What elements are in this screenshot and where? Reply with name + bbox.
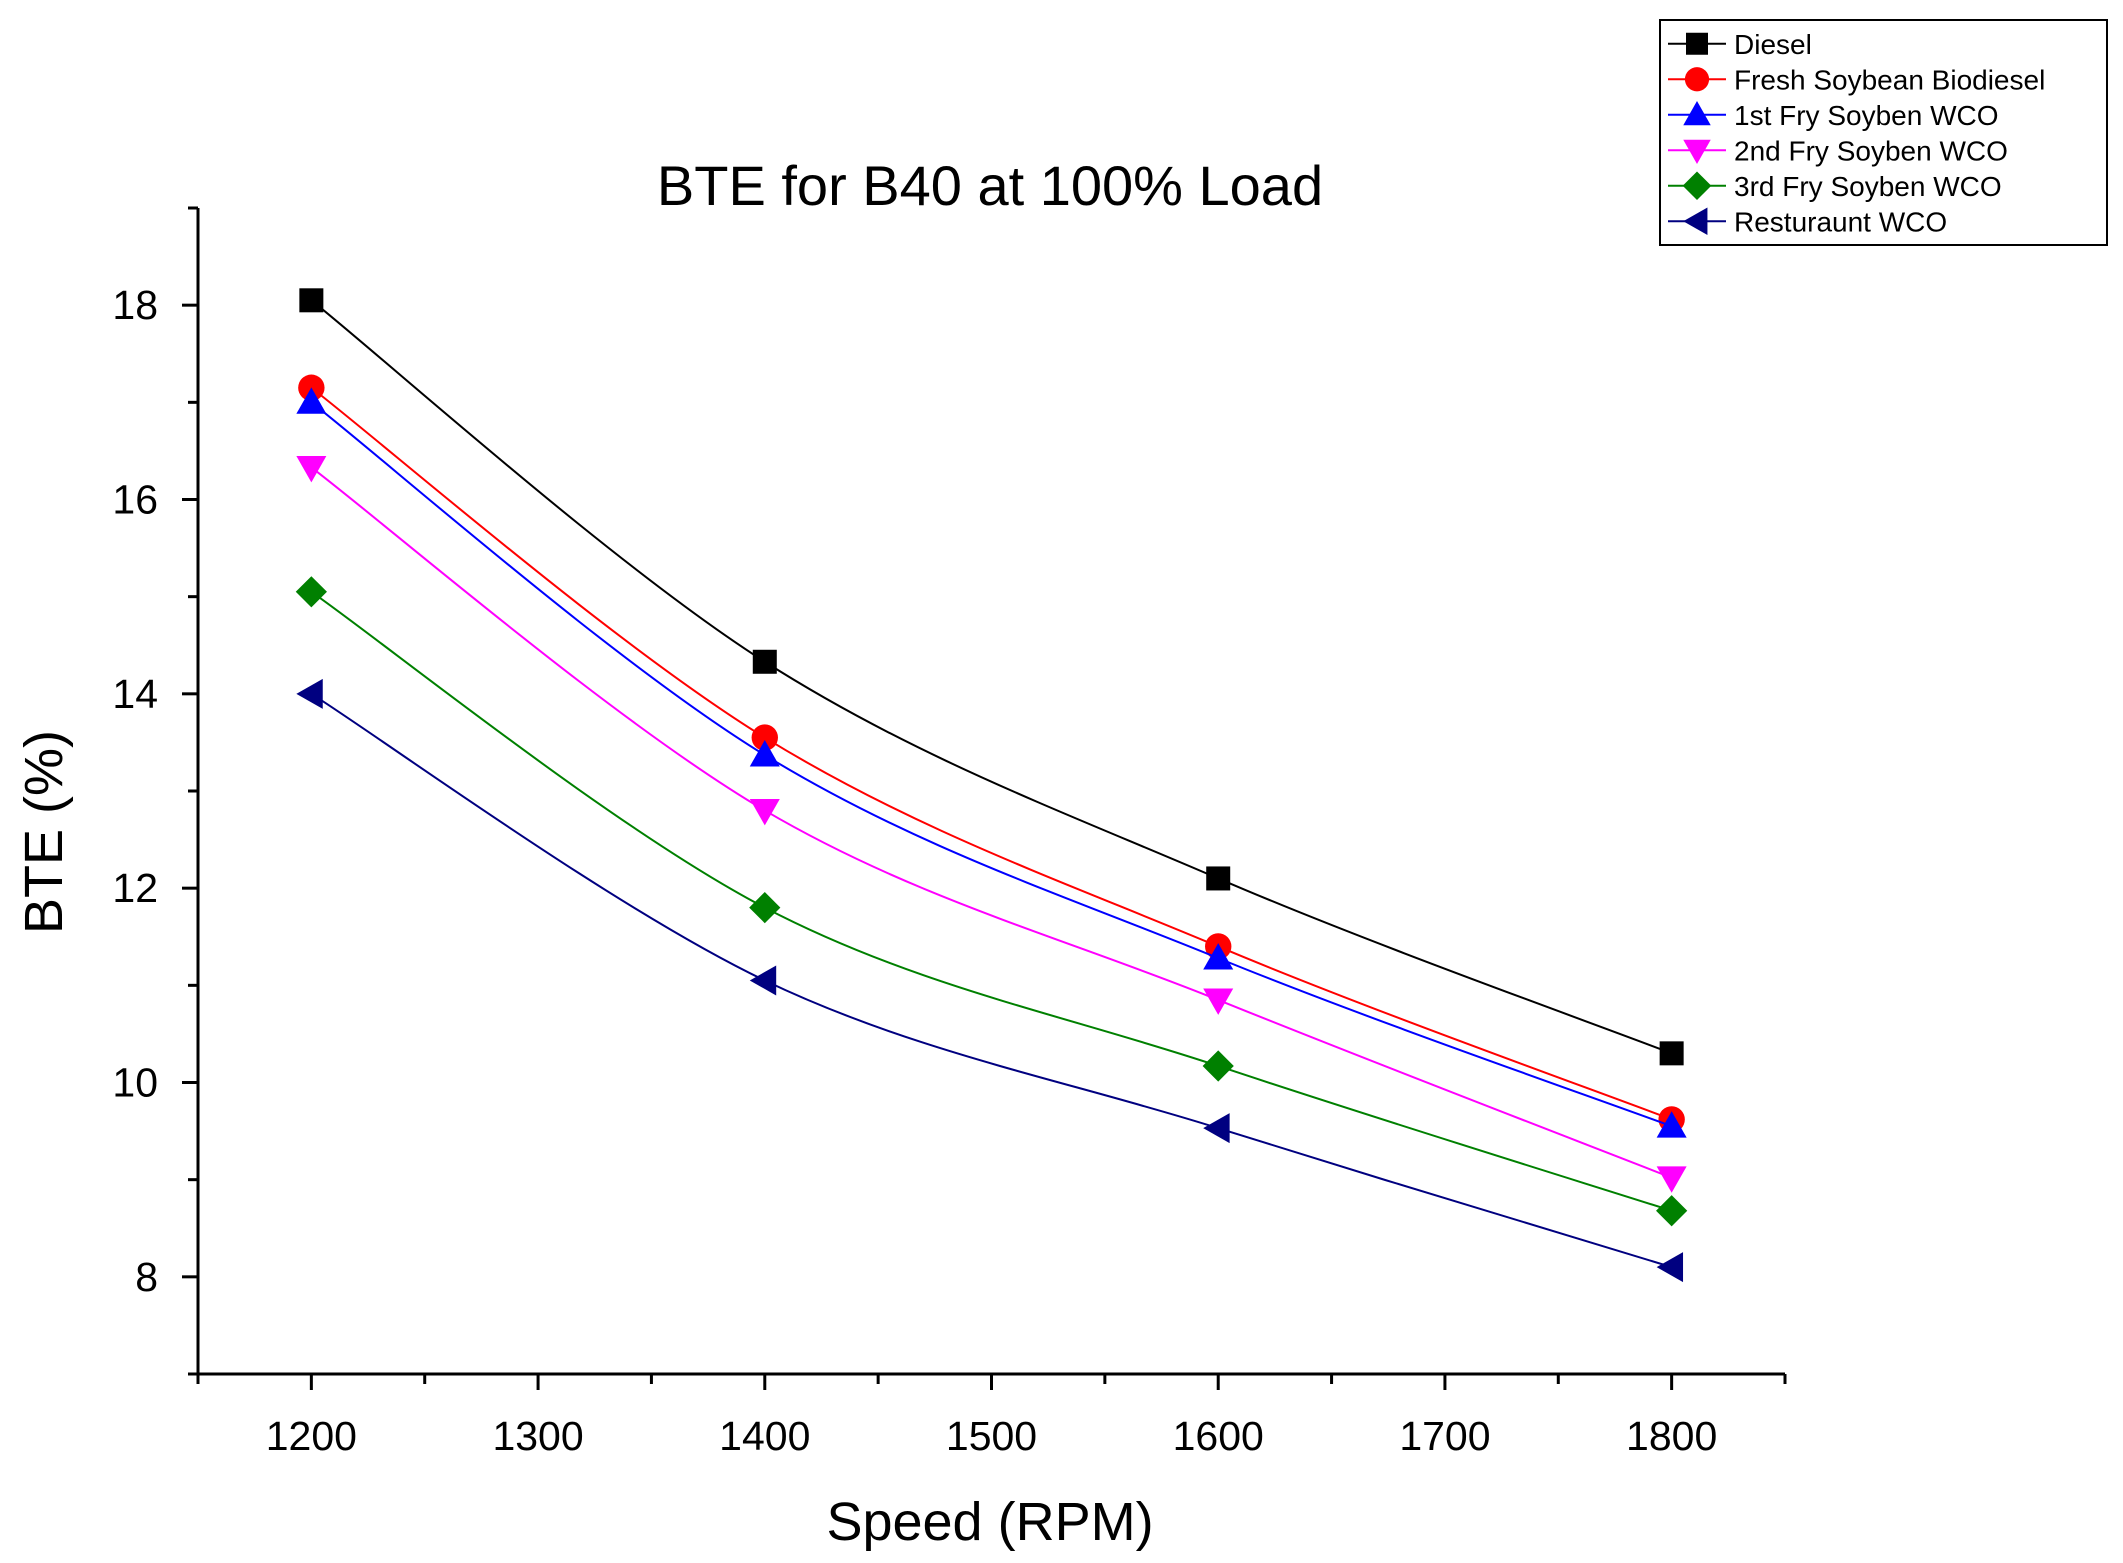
x-tick-label: 1400 <box>719 1413 810 1459</box>
marker-triangle-down <box>1656 1166 1687 1193</box>
legend-entry: Diesel <box>1734 29 1812 60</box>
marker-triangle-down <box>749 799 780 826</box>
series-1 <box>298 374 1685 1133</box>
legend-entry: 3rd Fry Soyben WCO <box>1734 171 2002 202</box>
marker-diamond <box>1656 1195 1688 1227</box>
y-tick-label: 10 <box>112 1060 158 1106</box>
marker-diamond <box>749 892 781 924</box>
y-tick-label: 8 <box>135 1254 158 1300</box>
series-5 <box>296 678 1684 1283</box>
marker-square <box>752 649 777 674</box>
series-line <box>310 401 1672 1128</box>
legend-entry: 1st Fry Soyben WCO <box>1734 100 1999 131</box>
marker-triangle-down <box>1683 139 1711 164</box>
x-tick-label: 1300 <box>492 1413 583 1459</box>
y-axis-label: BTE (%) <box>14 730 74 934</box>
marker-square <box>1659 1041 1684 1066</box>
marker-circle <box>751 724 778 751</box>
marker-triangle-up <box>1656 1111 1687 1138</box>
legend-entry: 2nd Fry Soyben WCO <box>1734 135 2008 166</box>
legend-entry: Fresh Soybean Biodiesel <box>1734 64 2045 95</box>
marker-circle <box>1684 67 1710 92</box>
marker-triangle-up <box>749 740 780 767</box>
marker-square <box>1206 866 1231 891</box>
marker-triangle-up <box>1683 101 1711 126</box>
marker-triangle-down <box>1203 988 1234 1015</box>
legend: Diesel Fresh Soybean Biodiesel 1st Fry Soy… <box>1659 19 2108 246</box>
series-3 <box>296 456 1687 1193</box>
marker-triangle-left <box>1656 1252 1684 1283</box>
series-0 <box>299 288 1684 1066</box>
series-line <box>310 466 1673 1179</box>
axes: 1200 1300 1400 1500 1600 1700 1800 8 10 12 14 16 18 <box>112 206 1787 1459</box>
y-tick-label: 12 <box>112 865 158 911</box>
marker-diamond <box>295 576 327 608</box>
marker-triangle-up <box>1203 943 1234 970</box>
series-line <box>310 386 1672 1121</box>
series-line <box>310 692 1672 1269</box>
y-tick-label: 14 <box>112 671 158 717</box>
marker-triangle-left <box>1683 207 1708 235</box>
legend-entry: Resturaunt WCO <box>1734 206 1947 237</box>
marker-triangle-left <box>749 965 777 996</box>
marker-triangle-up <box>296 387 327 414</box>
marker-diamond <box>1202 1050 1234 1082</box>
y-tick-label: 16 <box>112 477 158 523</box>
x-tick-label: 1500 <box>946 1413 1037 1459</box>
x-tick-label: 1700 <box>1399 1413 1490 1459</box>
marker-triangle-down <box>296 456 327 483</box>
x-tick-label: 1200 <box>266 1413 357 1459</box>
series-4 <box>295 576 1688 1227</box>
legend-box <box>1659 19 2108 246</box>
series-2 <box>296 387 1687 1138</box>
y-tick-label: 18 <box>112 282 158 328</box>
chart-title: BTE for B40 at 100% Load <box>657 154 1323 217</box>
series-line <box>310 299 1672 1055</box>
marker-triangle-left <box>296 678 323 709</box>
marker-triangle-left <box>1203 1113 1230 1144</box>
series-line <box>310 590 1672 1212</box>
marker-square <box>1686 32 1708 55</box>
marker-diamond <box>1682 171 1712 201</box>
x-axis-label: Speed (RPM) <box>826 1492 1153 1552</box>
x-tick-label: 1600 <box>1173 1413 1264 1459</box>
series-layer <box>295 288 1688 1283</box>
x-tick-label: 1800 <box>1626 1413 1717 1459</box>
marker-square <box>299 288 324 313</box>
